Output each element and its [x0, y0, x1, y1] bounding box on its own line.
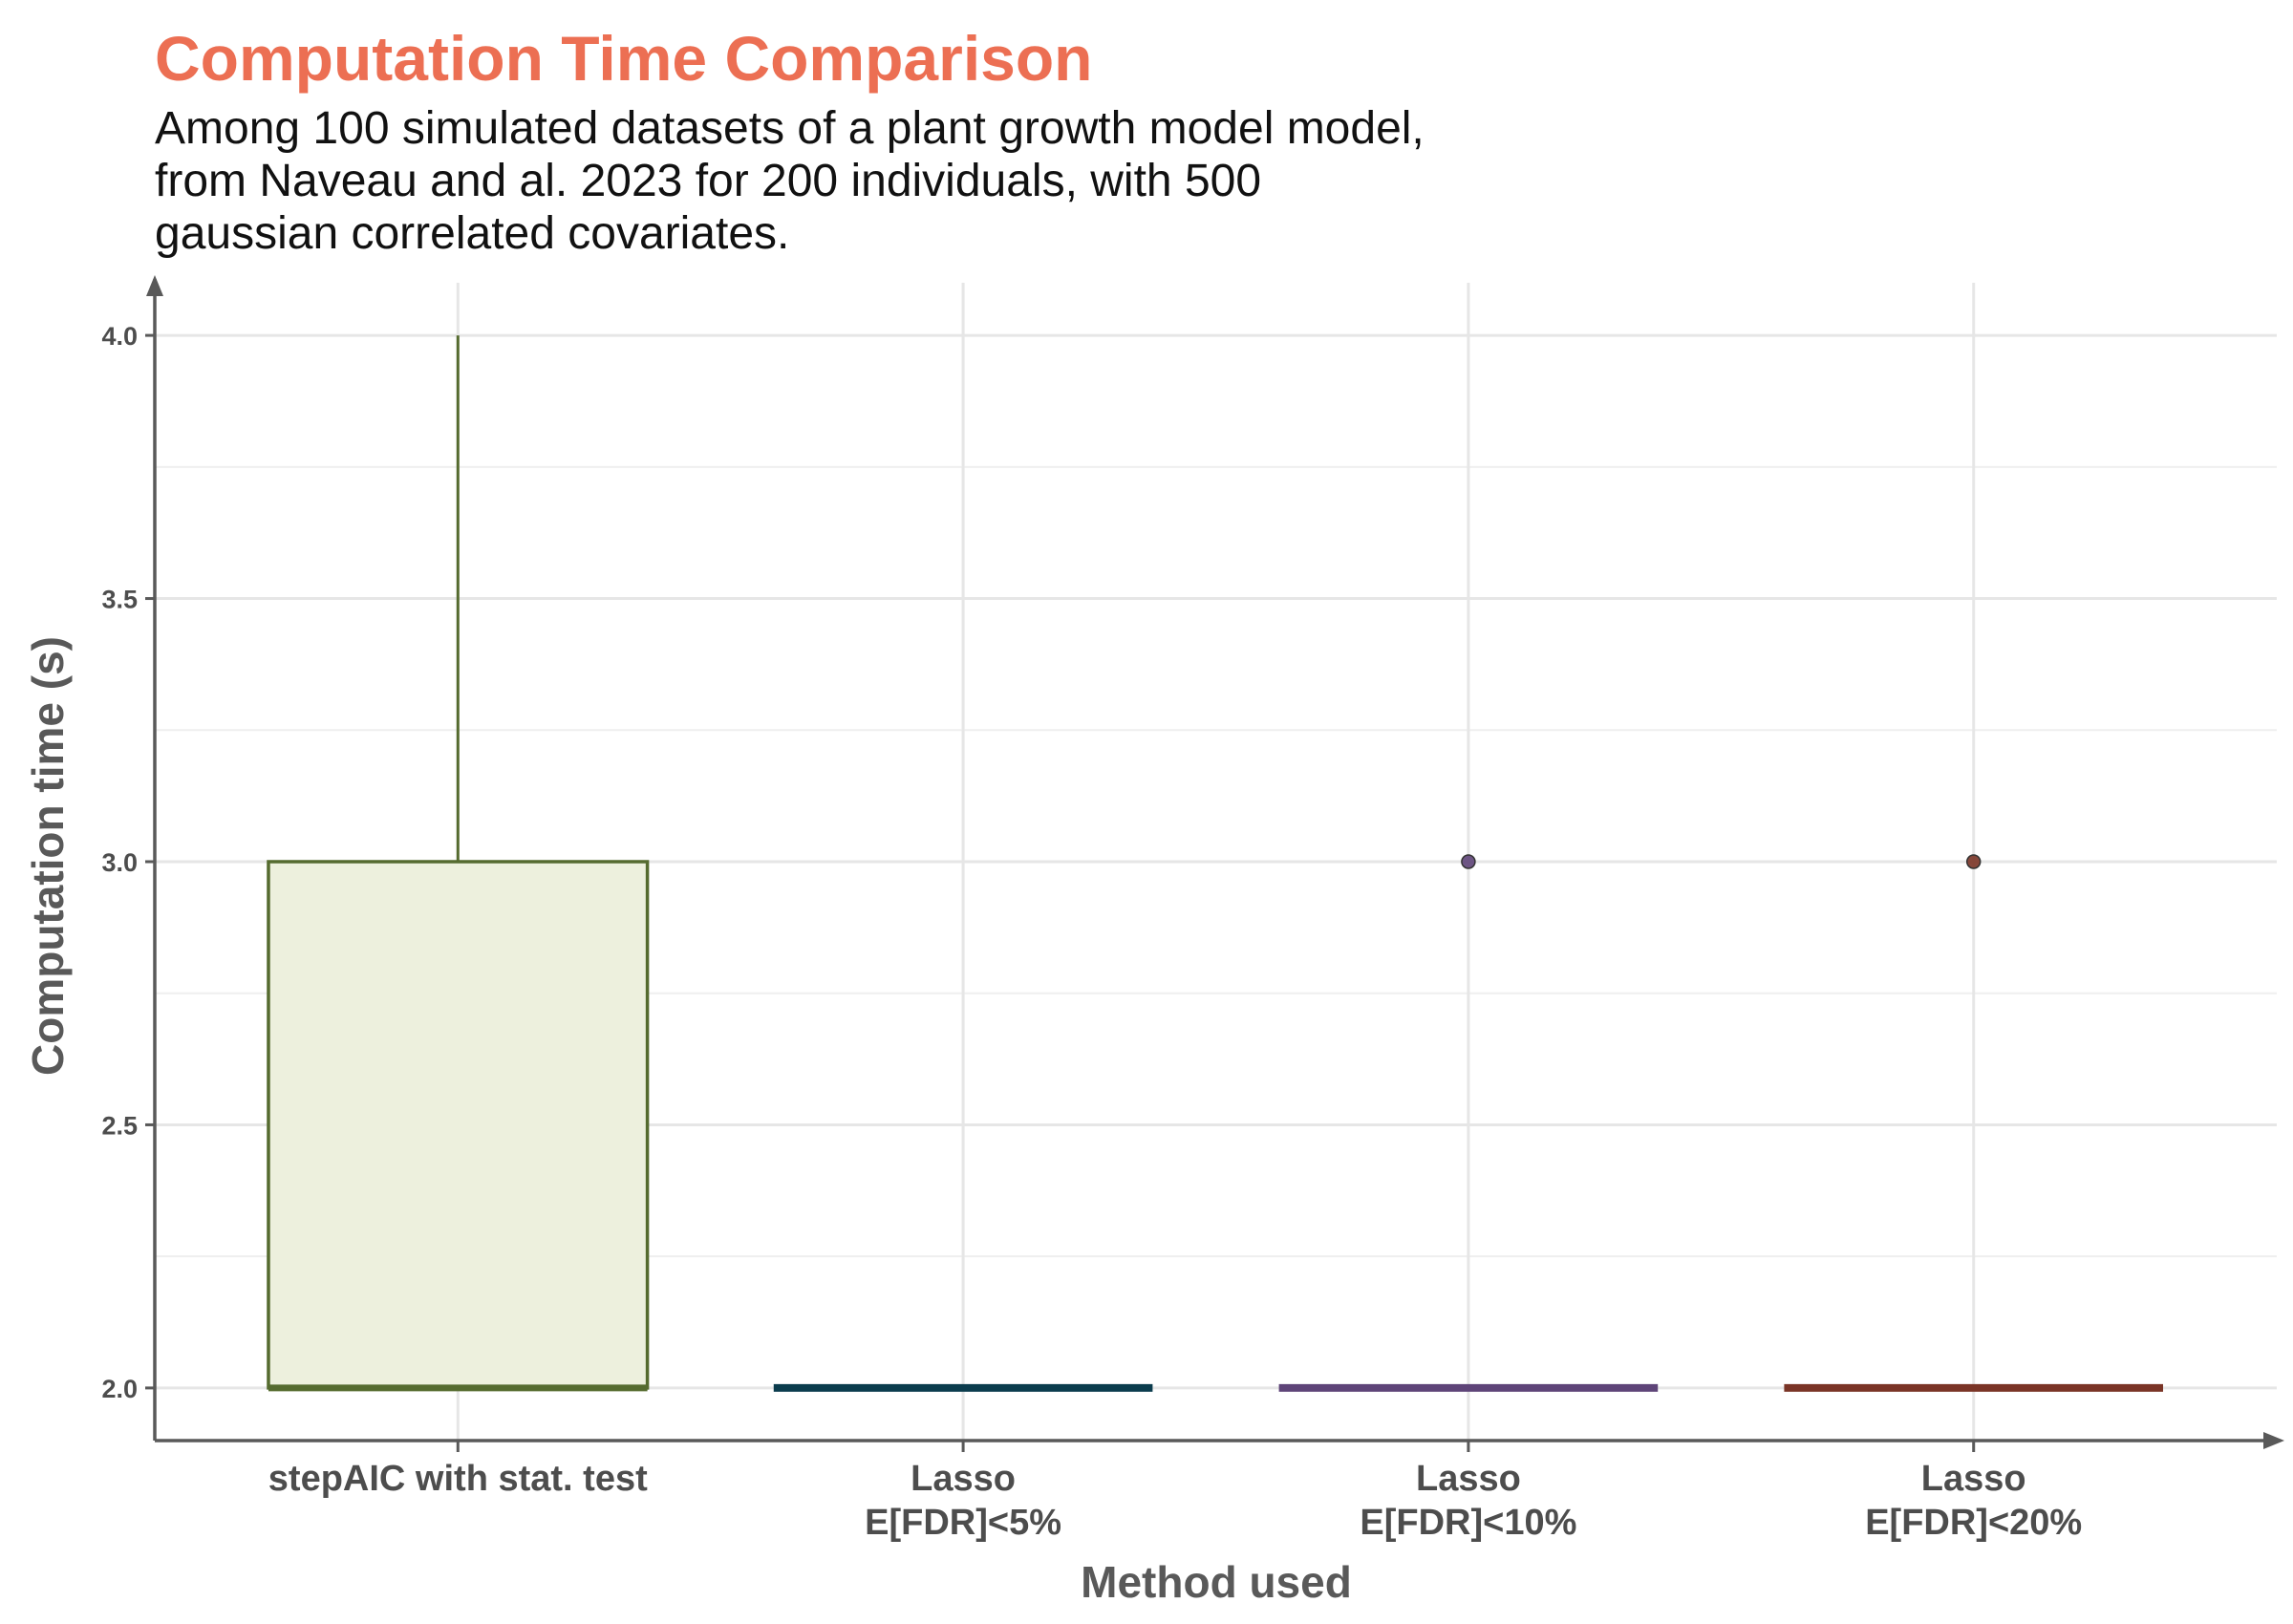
x-tick-label: E[FDR]<10% [1360, 1503, 1576, 1543]
y-tick-label: 4.0 [101, 322, 138, 351]
outlier-point [1461, 854, 1476, 869]
box-rect [267, 860, 650, 1390]
label-layer: 2.0 2.5 3.0 3.5 4.0 stepAIC with stat. test La… [101, 322, 2082, 1543]
x-tick-label: Lasso [1921, 1459, 2026, 1499]
axis-layer [145, 275, 2284, 1452]
chart-subtitle-line-2: from Naveau and al. 2023 for 200 individ… [155, 156, 1261, 206]
chart-title: Computation Time Comparison [155, 23, 1093, 94]
x-tick-label: E[FDR]<5% [865, 1503, 1061, 1543]
outlier-point [1965, 854, 1982, 869]
box-group [1784, 854, 2164, 1392]
x-tick-label: Lasso [911, 1459, 1016, 1499]
x-axis-title: Method used [1081, 1557, 1352, 1607]
y-tick-label: 2.0 [101, 1375, 138, 1403]
box-layer [267, 335, 2164, 1392]
chart-subtitle-line-3: gaussian correlated covariates. [155, 208, 789, 259]
y-tick-label: 3.0 [101, 848, 138, 877]
y-axis-title: Computation time (s) [23, 636, 73, 1076]
x-tick-label: Lasso [1416, 1459, 1521, 1499]
x-tick-label: stepAIC with stat. test [268, 1459, 648, 1499]
y-tick-label: 2.5 [101, 1111, 138, 1140]
y-tick-label: 3.5 [101, 586, 138, 614]
x-tick-label: E[FDR]<20% [1865, 1503, 2082, 1543]
y-axis-arrow [146, 275, 163, 296]
x-axis-arrow [2263, 1432, 2284, 1449]
box-group [267, 335, 650, 1392]
box-group [1278, 854, 1659, 1392]
chart-subtitle-line-1: Among 100 simulated datasets of a plant … [155, 103, 1425, 154]
